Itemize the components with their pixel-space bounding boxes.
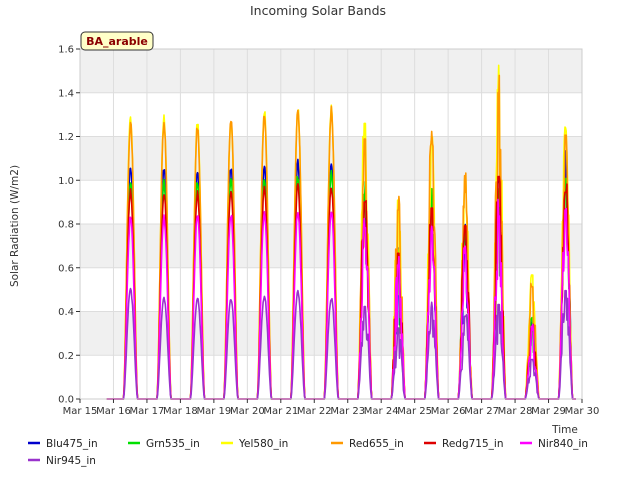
plot-band [80, 267, 582, 312]
legend-entry: Nir840_in [538, 438, 588, 450]
plot-band [80, 355, 582, 399]
x-tick-label: Mar 15 [63, 406, 98, 417]
legend-entry: Redg715_in [442, 438, 503, 450]
legend-entry: Nir945_in [46, 455, 96, 467]
y-tick-label: 0.8 [58, 220, 74, 231]
chart-title: Incoming Solar Bands [250, 3, 386, 18]
y-tick-label: 1.6 [58, 45, 74, 56]
y-tick-label: 1.0 [58, 176, 74, 187]
y-tick-label: 0.2 [58, 351, 74, 362]
x-tick-label: Mar 28 [498, 406, 533, 417]
legend: Blu475_in Grn535_in Yel580_in Red655_in Redg… [28, 438, 588, 467]
plot-band [80, 224, 582, 268]
site-label-box: BA_arable [80, 31, 154, 51]
x-tick-label: Mar 21 [263, 406, 298, 417]
x-tick-label: Mar 29 [531, 406, 566, 417]
x-tick-label: Mar 16 [96, 406, 131, 417]
legend-entry: Grn535_in [146, 438, 200, 450]
y-tick-label: 0.0 [58, 395, 74, 406]
x-tick-label: Mar 24 [364, 406, 399, 417]
y-tick-label: 0.6 [58, 263, 74, 274]
x-tick-label: Mar 20 [230, 406, 265, 417]
y-tick-label: 1.4 [58, 88, 74, 99]
x-tick-label: Mar 26 [431, 406, 466, 417]
x-tick-label: Mar 30 [565, 406, 600, 417]
x-tick-label: Mar 25 [397, 406, 432, 417]
x-tick-label: Mar 19 [196, 406, 231, 417]
y-axis-label: Solar Radiation (W/m2) [9, 165, 21, 287]
site-label: BA_arable [86, 35, 148, 48]
legend-entry: Blu475_in [46, 438, 98, 450]
x-tick-label: Mar 23 [330, 406, 365, 417]
x-axis-label: Time [551, 424, 578, 436]
legend-entry: Red655_in [349, 438, 404, 450]
legend-entry: Yel580_in [238, 438, 288, 450]
x-tick-label: Mar 17 [130, 406, 165, 417]
plot-band [80, 49, 582, 93]
x-tick-label: Mar 27 [464, 406, 499, 417]
y-tick-label: 0.4 [58, 307, 74, 318]
y-tick-label: 1.2 [58, 132, 74, 143]
plot-band [80, 311, 582, 356]
x-tick-label: Mar 22 [297, 406, 332, 417]
x-tick-label: Mar 18 [163, 406, 198, 417]
y-axis-ticks: 0.0 0.2 0.4 0.6 0.8 1.0 1.2 1.4 1.6 [58, 45, 80, 406]
